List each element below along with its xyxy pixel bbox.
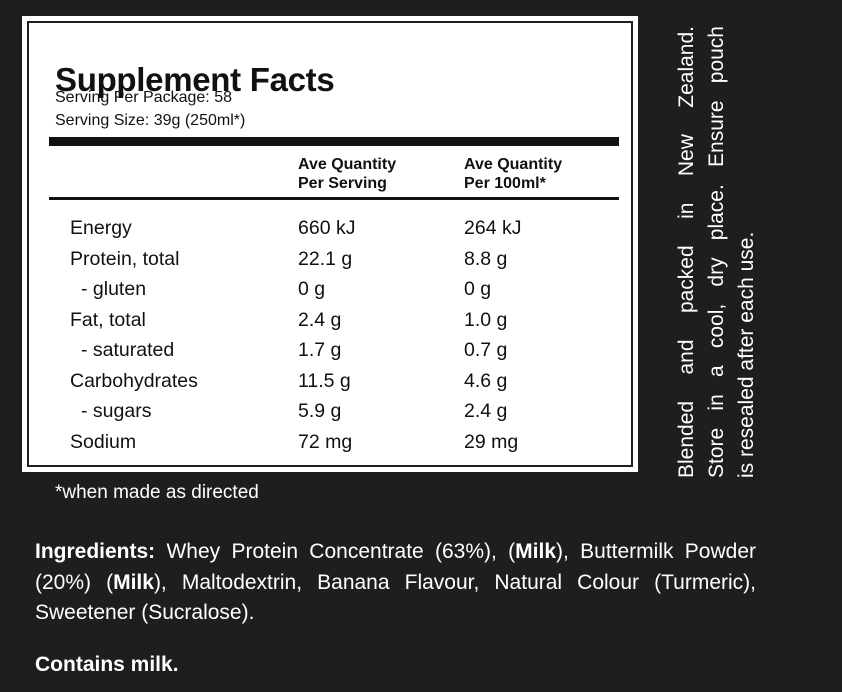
row-value: 11.5 g <box>298 369 351 392</box>
row-value: 72 mg <box>298 430 353 453</box>
allergen-statement: Contains milk. <box>35 653 179 676</box>
row-value: 0.7 g <box>464 339 508 361</box>
row-value: 2.4 g <box>298 308 342 331</box>
ingredient-text: Ingredients: <box>35 540 156 563</box>
row-value: 660 kJ <box>298 217 356 239</box>
row-label: - gluten <box>81 278 147 300</box>
thick-rule <box>49 137 619 146</box>
serving-size: Serving Size: 39g (250ml*) <box>55 112 246 129</box>
row-value: 22.1 g <box>298 247 353 270</box>
row-value: 5.9 g <box>298 400 342 422</box>
column-header: Ave Quantity Per 100ml* <box>464 156 563 192</box>
ingredient-text: ), Maltodextrin, Banana Flavour, Natural… <box>35 570 756 625</box>
facts-panel: Supplement Facts Serving Per Package: 58… <box>22 16 638 472</box>
row-value: 4.6 g <box>464 369 508 392</box>
row-label: Fat, total <box>70 308 146 331</box>
row-value: 29 mg <box>464 430 519 453</box>
row-value: 8.8 g <box>464 247 508 270</box>
ingredient-text: Milk <box>515 540 557 563</box>
column-header: Ave Quantity Per Serving <box>298 156 397 192</box>
servings-per-package: Serving Per Package: 58 <box>55 89 232 106</box>
storage-line: Store in a cool, dry place. Ensure pouch <box>705 26 728 478</box>
row-label: Sodium <box>70 430 137 453</box>
row-value: 1.0 g <box>464 308 508 331</box>
ingredient-text: ), Buttermilk Powder (20%) ( <box>35 540 756 594</box>
row-label: Carbohydrates <box>70 369 198 392</box>
storage-note: Blended and packed in New Zealand. Store … <box>672 26 762 478</box>
row-value: 2.4 g <box>464 400 508 422</box>
row-value: 0 g <box>464 278 492 300</box>
storage-line: Blended and packed in New Zealand. <box>675 26 698 478</box>
footnote: *when made as directed <box>55 482 259 503</box>
row-label: Protein, total <box>70 247 180 270</box>
panel-border: Supplement Facts Serving Per Package: 58… <box>27 21 633 467</box>
panel-title: Supplement Facts <box>55 61 335 98</box>
ingredients: Ingredients: Whey Protein Concentrate (6… <box>35 537 756 629</box>
row-value: 0 g <box>298 278 326 300</box>
row-label: - sugars <box>81 400 152 422</box>
storage-line: is resealed after each use. <box>735 231 758 478</box>
thin-rule <box>49 197 619 200</box>
row-value: 264 kJ <box>464 217 522 239</box>
ingredient-text: Milk <box>113 570 154 594</box>
ingredient-text: Whey Protein Concentrate (63%), ( <box>155 540 516 563</box>
row-value: 1.7 g <box>298 339 342 361</box>
row-label: - saturated <box>81 339 175 361</box>
row-label: Energy <box>70 217 132 239</box>
